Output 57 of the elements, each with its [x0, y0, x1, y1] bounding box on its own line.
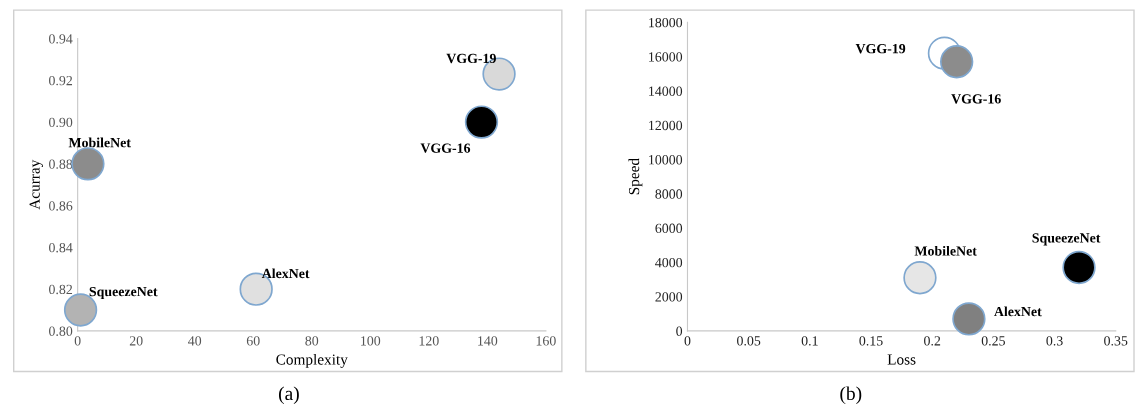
- series-label: MobileNet: [68, 137, 131, 148]
- series-label: SqueezeNet: [1032, 233, 1101, 246]
- y-axis-title: Acurray: [29, 159, 43, 210]
- y-tick-label: 18000: [649, 17, 683, 28]
- y-tick-label: 4000: [655, 257, 683, 268]
- series-label: VGG-16: [420, 143, 471, 153]
- series-label: VGG-16: [951, 94, 1001, 104]
- point: [71, 147, 105, 181]
- y-tick-label: 0.88: [49, 159, 73, 169]
- y-tick-label: 0: [676, 326, 683, 336]
- series-label: VGG-19: [855, 43, 906, 54]
- x-tick-label: 60: [246, 336, 260, 346]
- x-tick-label: 0.05: [737, 336, 761, 346]
- series-label: MobileNet: [914, 245, 977, 256]
- x-tick-label: 160: [536, 336, 556, 346]
- point: [1062, 250, 1096, 285]
- y-tick-label: 0.92: [49, 75, 73, 86]
- x-tick-label: 100: [361, 336, 381, 346]
- y-tick-label: 10000: [649, 155, 683, 165]
- x-tick-label: 0: [684, 336, 691, 346]
- x-tick-label: 0.2: [924, 336, 941, 346]
- text: (a): [278, 386, 299, 405]
- x-tick-label: 140: [478, 336, 498, 346]
- x-tick-label: 0: [74, 336, 81, 346]
- y-tick-label: 14000: [649, 86, 683, 96]
- y-tick-label: 0.86: [49, 201, 73, 211]
- series-label: AlexNet: [261, 268, 310, 279]
- x-tick-label: 120: [419, 336, 439, 346]
- y-tick-label: 6000: [655, 223, 683, 233]
- x-tick-label: 0.25: [981, 336, 1005, 346]
- point: [903, 261, 937, 295]
- x-tick-label: 0.1: [801, 336, 818, 346]
- y-tick-label: 0.94: [49, 34, 73, 44]
- y-tick-label: 0.84: [49, 242, 73, 253]
- series-label: VGG-19: [446, 53, 496, 64]
- x-tick-label: 40: [188, 336, 202, 346]
- point: [939, 45, 974, 79]
- y-axis-title: Speed: [628, 158, 643, 195]
- x-tick-label: 0.15: [859, 336, 883, 346]
- y-tick-label: 0.82: [49, 284, 73, 295]
- point: [952, 302, 986, 336]
- x-tick-label: 0.3: [1046, 336, 1063, 346]
- x-tick-label: 80: [305, 336, 319, 346]
- x-axis-title: Loss: [887, 354, 916, 365]
- y-tick-label: 2000: [655, 292, 683, 302]
- series-label: AlexNet: [994, 306, 1042, 317]
- x-axis-title: Complexity: [276, 353, 348, 368]
- y-tick-label: 16000: [649, 52, 683, 62]
- y-tick-label: 12000: [649, 120, 683, 131]
- text: (b): [840, 386, 862, 405]
- y-tick-label: 8000: [655, 189, 683, 199]
- x-tick-label: 20: [129, 336, 143, 346]
- point: [464, 105, 499, 139]
- y-tick-label: 0.80: [49, 326, 73, 336]
- series-label: SqueezeNet: [89, 286, 158, 300]
- x-tick-label: 0.35: [1104, 336, 1128, 346]
- y-tick-label: 0.90: [49, 117, 73, 128]
